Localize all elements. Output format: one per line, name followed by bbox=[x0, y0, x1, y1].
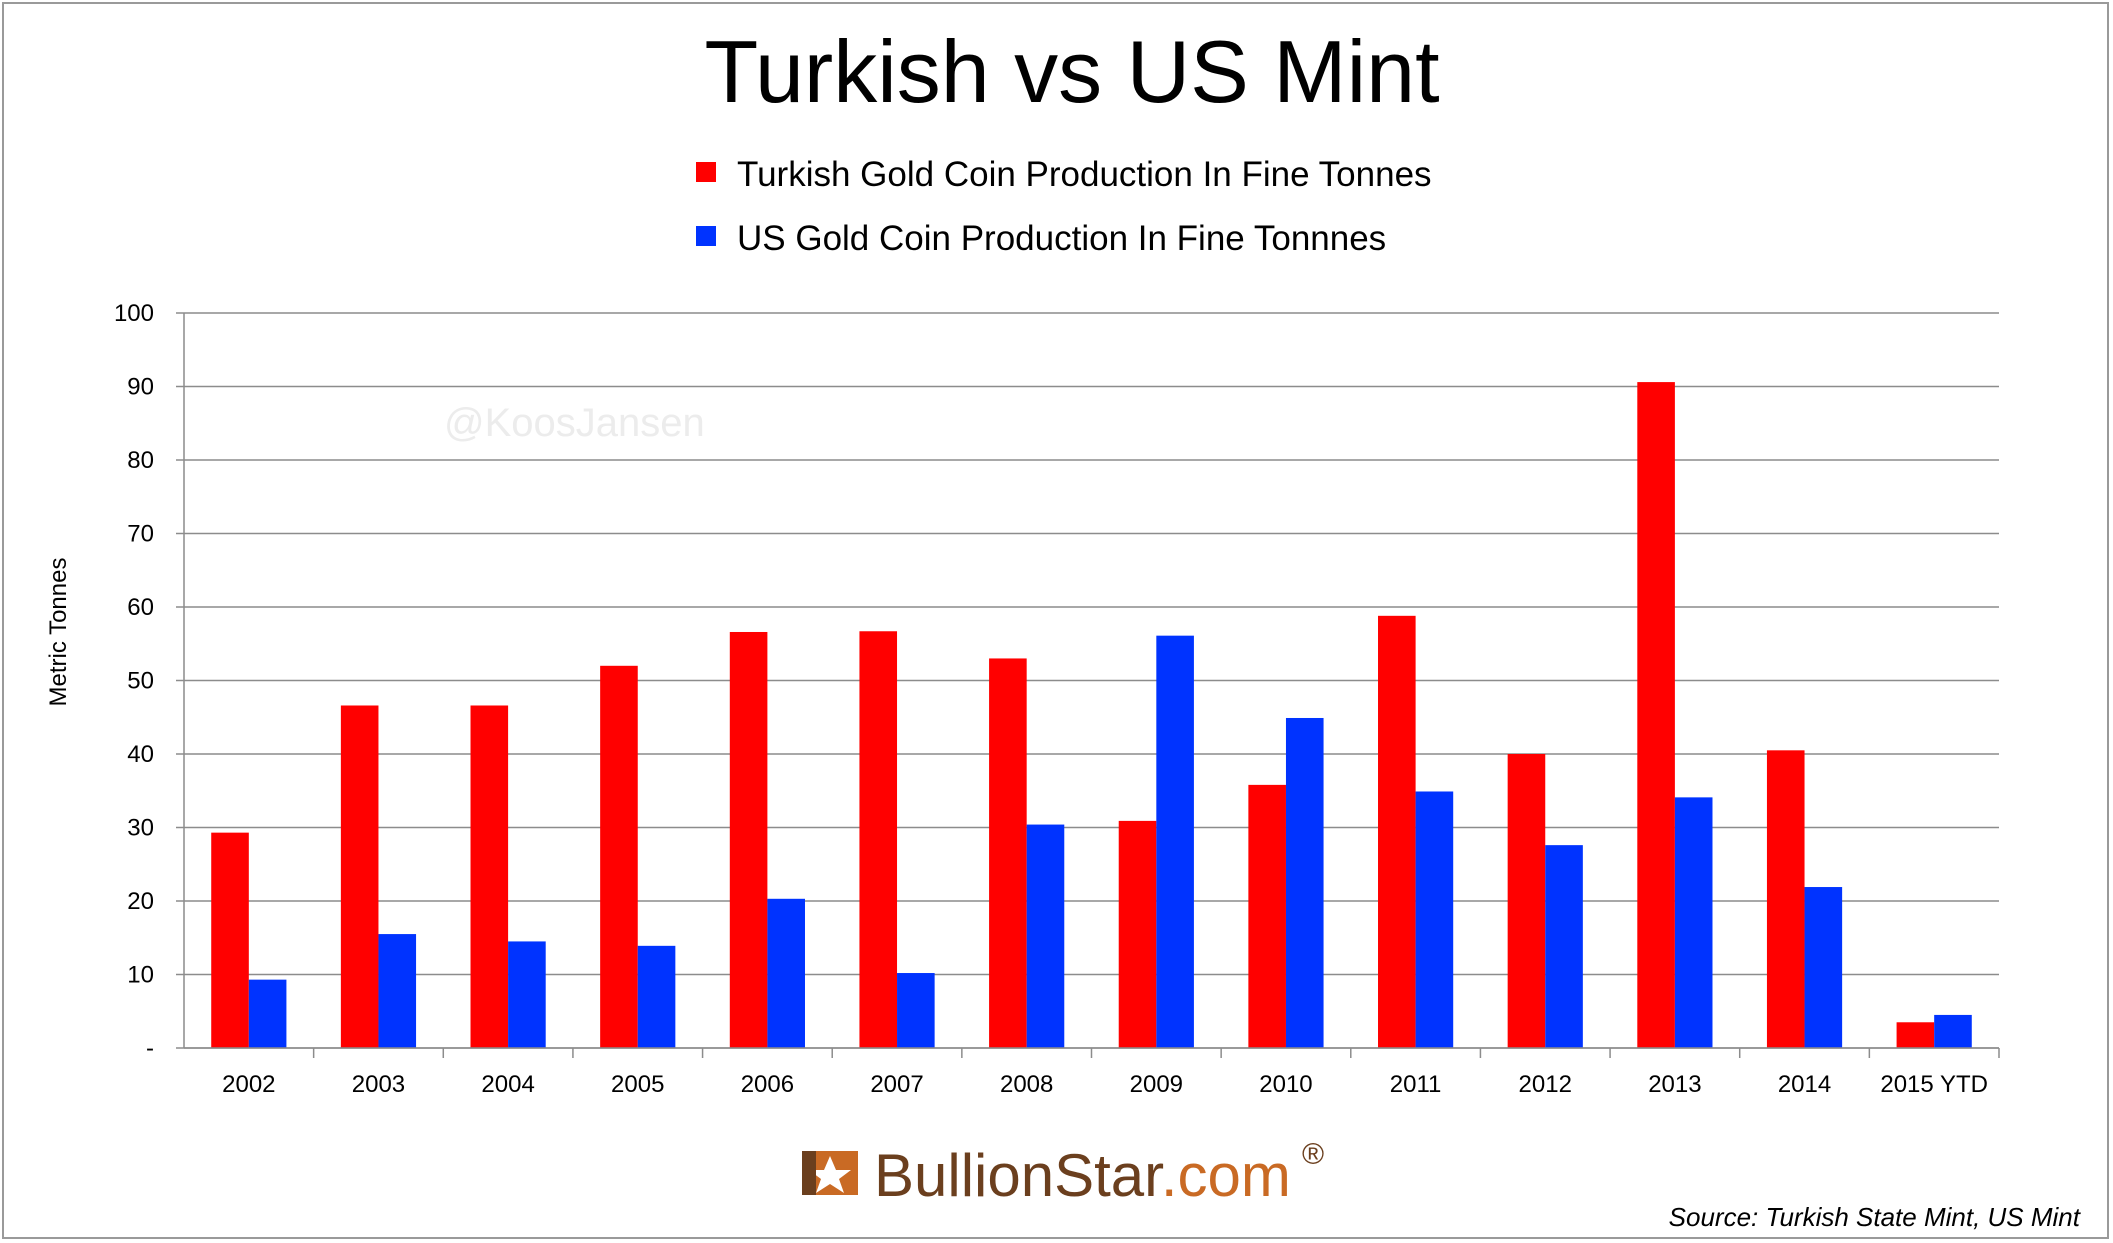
y-tick-label: 20 bbox=[127, 888, 154, 915]
y-tick-label: 50 bbox=[127, 668, 154, 695]
bar-us bbox=[248, 979, 287, 1048]
bar-us bbox=[378, 934, 417, 1048]
watermark: @KoosJansen bbox=[444, 401, 705, 445]
bar-turkish bbox=[1896, 1022, 1935, 1048]
y-axis-ticks: - 10 20 30 40 50 60 70 80 90 100 bbox=[114, 300, 185, 1062]
bar-us bbox=[1026, 824, 1065, 1048]
legend-swatch-turkish bbox=[696, 162, 716, 182]
y-axis-label: Metric Tonnes bbox=[45, 558, 72, 707]
y-tick-label: - bbox=[146, 1035, 154, 1062]
bar-turkish bbox=[1378, 615, 1416, 1048]
legend-label-us: US Gold Coin Production In Fine Tonnnes bbox=[737, 219, 1386, 258]
bar-us bbox=[1674, 797, 1713, 1048]
x-tick-label: 2008 bbox=[1000, 1071, 1053, 1098]
bullionstar-logo: BullionStar.com ® bbox=[802, 1138, 1324, 1209]
x-tick-label: 2011 bbox=[1390, 1071, 1442, 1098]
y-tick-label: 80 bbox=[127, 447, 154, 474]
bar-chart: Turkish vs US Mint Turkish Gold Coin Pro… bbox=[45, 22, 2082, 1232]
x-tick-label: 2012 bbox=[1519, 1071, 1572, 1098]
chart-title: Turkish vs US Mint bbox=[704, 22, 1439, 121]
x-tick-label: 2004 bbox=[481, 1071, 534, 1098]
x-tick-label: 2006 bbox=[741, 1071, 794, 1098]
y-tick-label: 40 bbox=[127, 741, 154, 768]
bar-turkish bbox=[1248, 784, 1286, 1048]
bar-us bbox=[1415, 791, 1454, 1048]
x-tick-label: 2007 bbox=[870, 1071, 923, 1098]
star-logo-icon bbox=[802, 1151, 858, 1195]
bar-turkish bbox=[340, 705, 379, 1048]
bar-turkish bbox=[859, 631, 898, 1048]
bar-turkish bbox=[1766, 750, 1805, 1048]
bar-us bbox=[1545, 845, 1583, 1048]
bar-turkish bbox=[729, 631, 768, 1048]
x-tick-label: 2015 YTD bbox=[1880, 1071, 1988, 1098]
bar-us bbox=[637, 945, 676, 1048]
y-tick-label: 60 bbox=[127, 594, 154, 621]
bar-turkish bbox=[989, 658, 1027, 1048]
legend-swatch-us bbox=[696, 226, 716, 246]
legend-label-turkish: Turkish Gold Coin Production In Fine Ton… bbox=[737, 155, 1432, 194]
source-note: Source: Turkish State Mint, US Mint bbox=[1669, 1202, 2082, 1232]
logo-domain: .com bbox=[1161, 1142, 1291, 1209]
x-tick-label: 2005 bbox=[611, 1071, 664, 1098]
bar-us bbox=[1285, 717, 1324, 1048]
bar-turkish bbox=[1118, 820, 1157, 1048]
x-tick-label: 2003 bbox=[352, 1071, 405, 1098]
bar-turkish bbox=[211, 832, 249, 1048]
bar-us bbox=[1934, 1014, 1972, 1048]
y-tick-label: 30 bbox=[127, 815, 154, 842]
x-tick-label: 2009 bbox=[1130, 1071, 1183, 1098]
y-tick-label: 10 bbox=[127, 962, 154, 989]
y-tick-label: 100 bbox=[114, 300, 154, 327]
bar-turkish bbox=[600, 665, 638, 1048]
x-tick-label: 2010 bbox=[1259, 1071, 1312, 1098]
bar-turkish bbox=[470, 705, 509, 1048]
registered-mark: ® bbox=[1302, 1138, 1324, 1171]
x-tick-label: 2002 bbox=[222, 1071, 275, 1098]
x-axis: 2002 2003 2004 2005 2006 2007 2008 2009 2010 2011… bbox=[184, 1047, 2000, 1098]
bar-us bbox=[508, 941, 546, 1048]
bar-us bbox=[897, 973, 935, 1048]
svg-text:BullionStar.com: BullionStar.com bbox=[874, 1142, 1291, 1209]
bar-us bbox=[767, 898, 805, 1048]
bars bbox=[211, 382, 1972, 1049]
y-tick-label: 90 bbox=[127, 374, 154, 401]
y-tick-label: 70 bbox=[127, 521, 154, 548]
logo-brand: BullionStar bbox=[874, 1142, 1163, 1209]
x-tick-label: 2014 bbox=[1778, 1071, 1831, 1098]
legend: Turkish Gold Coin Production In Fine Ton… bbox=[696, 155, 1432, 258]
x-tick-label: 2013 bbox=[1648, 1071, 1701, 1098]
bar-turkish bbox=[1507, 754, 1546, 1048]
bar-us bbox=[1156, 635, 1194, 1048]
bar-turkish bbox=[1637, 382, 1675, 1049]
bar-us bbox=[1804, 887, 1843, 1048]
